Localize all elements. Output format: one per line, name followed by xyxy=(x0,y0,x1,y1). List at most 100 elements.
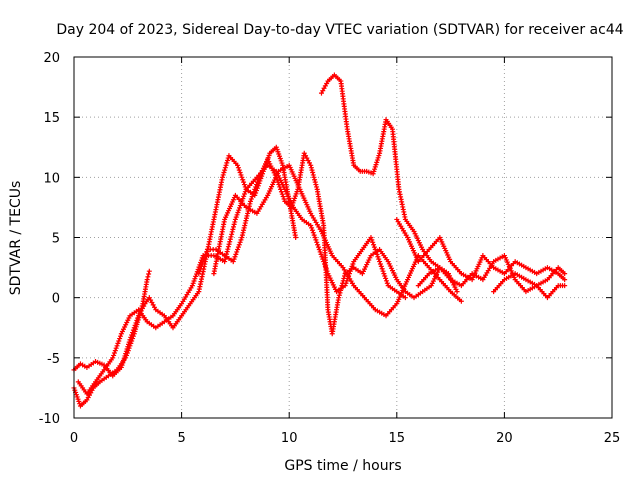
data-point xyxy=(190,280,196,286)
data-point xyxy=(293,235,299,240)
series-arc-2 xyxy=(71,268,152,409)
data-point xyxy=(562,283,568,289)
data-point xyxy=(130,333,136,339)
data-point xyxy=(237,239,243,245)
data-point xyxy=(235,244,241,250)
data-point xyxy=(225,244,231,250)
data-point xyxy=(241,193,247,199)
data-point xyxy=(249,194,255,200)
data-point xyxy=(319,254,325,260)
data-point xyxy=(124,352,130,358)
data-point xyxy=(376,153,382,159)
data-point xyxy=(336,292,342,298)
data-point xyxy=(236,207,242,213)
data-point xyxy=(229,231,235,237)
data-point xyxy=(383,275,389,281)
data-point xyxy=(111,350,117,356)
data-point xyxy=(232,219,238,225)
data-point xyxy=(234,249,240,255)
data-point xyxy=(139,305,145,311)
x-tick-label: 25 xyxy=(604,431,621,446)
data-point xyxy=(242,191,248,197)
series-line xyxy=(417,254,566,293)
data-point xyxy=(278,186,284,192)
data-point xyxy=(340,278,346,284)
data-point xyxy=(240,196,246,202)
data-point xyxy=(201,256,207,262)
data-point xyxy=(230,259,236,265)
data-point xyxy=(235,165,241,171)
x-axis-label: GPS time / hours xyxy=(284,458,401,474)
data-point xyxy=(197,268,203,274)
data-point xyxy=(222,259,228,265)
data-point xyxy=(146,271,152,277)
data-point xyxy=(189,283,195,289)
y-tick-label: 10 xyxy=(43,171,60,186)
y-tick-label: 20 xyxy=(43,51,60,66)
data-point xyxy=(281,196,287,202)
data-point xyxy=(241,182,247,188)
data-point xyxy=(125,348,131,354)
data-point xyxy=(114,343,120,349)
data-point xyxy=(377,261,383,267)
data-point xyxy=(200,259,206,265)
x-tick-label: 15 xyxy=(389,431,406,446)
data-point xyxy=(146,268,152,274)
data-point xyxy=(199,261,205,267)
data-point xyxy=(250,191,256,197)
data-point xyxy=(110,355,116,361)
data-point xyxy=(373,162,379,168)
data-point xyxy=(123,355,129,361)
data-point xyxy=(375,155,381,161)
data-point xyxy=(342,273,348,279)
data-point xyxy=(112,348,118,354)
data-point xyxy=(384,280,390,286)
data-point xyxy=(312,179,318,185)
data-point xyxy=(402,295,408,301)
data-point xyxy=(277,184,283,190)
data-point xyxy=(314,239,320,245)
data-point xyxy=(313,182,319,188)
data-point xyxy=(232,254,238,260)
data-point xyxy=(231,224,237,230)
data-point xyxy=(222,167,228,173)
data-point xyxy=(232,216,238,222)
data-point xyxy=(192,276,198,282)
data-point xyxy=(338,287,344,293)
data-point xyxy=(233,214,239,220)
data-point xyxy=(237,170,243,176)
data-point xyxy=(311,232,317,238)
data-point xyxy=(382,273,388,279)
data-point xyxy=(340,280,346,286)
data-point xyxy=(230,226,236,232)
data-point xyxy=(237,205,243,211)
x-tick-label: 10 xyxy=(281,431,298,446)
grid-lines xyxy=(74,57,612,418)
series-arc-3 xyxy=(75,162,408,397)
data-point xyxy=(227,239,233,245)
data-point xyxy=(224,160,230,166)
data-point xyxy=(309,167,315,173)
data-point xyxy=(253,184,259,190)
data-point xyxy=(370,239,376,245)
data-point xyxy=(253,182,259,188)
data-point xyxy=(198,266,204,272)
data-point xyxy=(229,229,235,235)
data-point xyxy=(228,234,234,240)
x-tick-label: 0 xyxy=(70,431,78,446)
data-point xyxy=(251,189,257,195)
data-point xyxy=(240,177,246,183)
data-point xyxy=(235,247,241,253)
data-point xyxy=(139,303,145,309)
data-point xyxy=(131,331,137,337)
tick-labels: 0 5 10 15 20 25 -10 -5 0 5 10 15 20 xyxy=(39,51,621,446)
series-arc-8 xyxy=(415,253,568,295)
data-point xyxy=(312,235,318,240)
data-point xyxy=(310,172,316,178)
data-point xyxy=(368,235,374,240)
data-point xyxy=(337,290,343,296)
data-point xyxy=(280,194,286,200)
data-point xyxy=(219,174,225,180)
data-point xyxy=(371,168,377,174)
